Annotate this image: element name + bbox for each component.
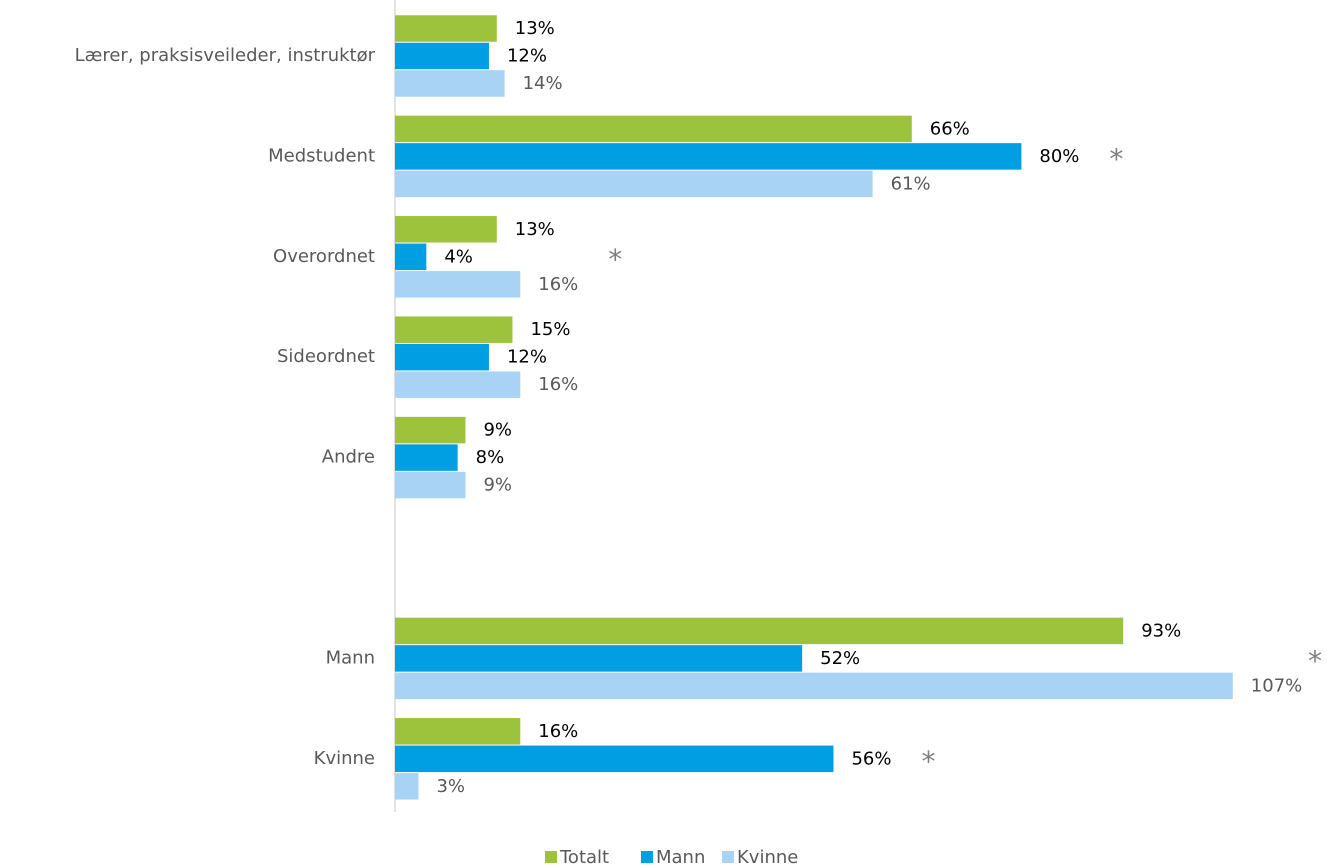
value-label: 93%	[1141, 620, 1181, 641]
bar	[395, 617, 1124, 645]
legend-label: Kvinne	[737, 847, 798, 868]
bar	[395, 15, 497, 42]
legend-swatch	[722, 851, 734, 863]
bar	[395, 745, 834, 773]
value-label: 16%	[538, 274, 578, 295]
bar	[395, 471, 466, 499]
legend-label: Mann	[656, 847, 705, 868]
value-label: 16%	[538, 721, 578, 742]
bar	[395, 416, 466, 444]
bar	[395, 645, 803, 672]
bar	[395, 216, 497, 243]
value-label: 107%	[1251, 675, 1302, 696]
category-label: Mann	[326, 647, 375, 668]
value-label: 15%	[530, 319, 570, 340]
value-label: 12%	[507, 46, 547, 67]
value-label: 3%	[436, 776, 465, 797]
bar	[395, 316, 513, 343]
bar	[395, 444, 458, 471]
value-label: 12%	[507, 347, 547, 368]
category-label: Overordnet	[273, 246, 375, 267]
value-label: 13%	[515, 18, 555, 39]
significance-mark: *	[1109, 142, 1123, 175]
legend-swatch	[545, 851, 557, 863]
category-label: Andre	[322, 447, 375, 468]
value-label: 61%	[891, 173, 931, 194]
legend-swatch	[641, 851, 653, 863]
value-label: 66%	[930, 118, 970, 139]
bar	[395, 343, 489, 371]
value-label: 13%	[515, 219, 555, 240]
category-label: Lærer, praksisveileder, instruktør	[75, 45, 376, 66]
value-label: 9%	[483, 420, 512, 441]
bar	[395, 371, 521, 398]
bar	[395, 42, 489, 70]
value-label: 8%	[476, 447, 505, 468]
bar	[395, 773, 419, 800]
bar	[395, 271, 521, 298]
value-label: 9%	[483, 475, 512, 496]
category-label: Sideordnet	[277, 346, 375, 367]
bar	[395, 70, 505, 97]
bar	[395, 115, 912, 143]
value-label: 4%	[444, 246, 473, 267]
significance-mark: *	[921, 745, 935, 778]
significance-mark: *	[608, 243, 622, 276]
significance-mark: *	[1308, 644, 1322, 677]
bar	[395, 143, 1022, 170]
legend-label: Totalt	[559, 847, 609, 868]
value-label: 14%	[523, 73, 563, 94]
category-label: Kvinne	[314, 748, 375, 769]
value-label: 16%	[538, 374, 578, 395]
bar	[395, 243, 427, 271]
value-label: 80%	[1039, 146, 1079, 167]
category-label: Medstudent	[268, 145, 375, 166]
bar	[395, 718, 521, 745]
bar	[395, 672, 1233, 700]
bar	[395, 170, 873, 198]
value-label: 56%	[851, 748, 891, 769]
value-label: 52%	[820, 648, 860, 669]
